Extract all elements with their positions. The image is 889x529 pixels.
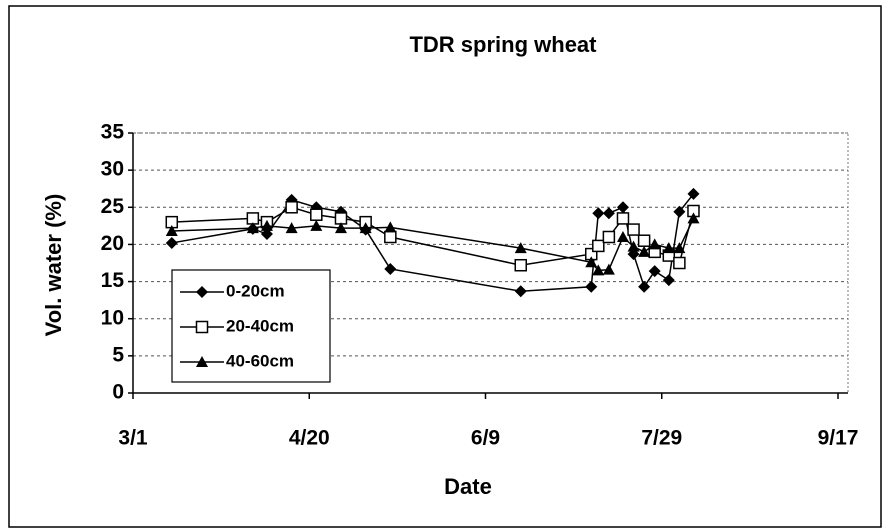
marker <box>616 201 629 214</box>
marker <box>585 280 598 293</box>
marker <box>334 222 347 234</box>
marker <box>602 207 615 220</box>
marker <box>662 242 675 254</box>
marker <box>602 263 615 275</box>
marker <box>592 207 605 220</box>
marker <box>384 262 397 275</box>
marker <box>638 245 651 257</box>
marker <box>673 242 686 254</box>
marker <box>514 242 527 254</box>
marker <box>195 320 209 334</box>
marker <box>285 201 298 214</box>
marker <box>196 356 208 367</box>
marker <box>246 222 259 234</box>
y-tick-label: 0 <box>112 381 124 404</box>
x-tick-label: 3/1 <box>118 427 148 450</box>
marker <box>648 265 661 278</box>
marker <box>616 231 629 242</box>
marker <box>616 212 630 225</box>
marker <box>514 258 527 272</box>
marker <box>673 205 686 218</box>
chart-frame <box>8 5 882 528</box>
marker <box>638 280 651 293</box>
y-tick-label: 15 <box>101 269 125 292</box>
marker <box>310 219 323 231</box>
x-tick-label: 7/29 <box>641 427 682 450</box>
marker <box>602 230 616 244</box>
y-tick-label: 35 <box>101 121 125 144</box>
y-tick-label: 30 <box>101 158 124 181</box>
y-tick-label: 10 <box>101 306 124 329</box>
x-axis-label: Date <box>444 474 492 499</box>
legend-label: 40-60cm <box>226 351 294 370</box>
marker <box>687 187 700 200</box>
y-tick-label: 20 <box>101 232 124 255</box>
marker <box>196 286 208 298</box>
marker <box>662 274 675 287</box>
marker <box>165 236 178 249</box>
marker <box>260 228 273 241</box>
marker <box>384 221 397 233</box>
marker <box>637 234 651 247</box>
marker <box>359 222 372 234</box>
legend-label: 0-20cm <box>226 281 285 300</box>
marker <box>310 208 323 221</box>
marker <box>260 219 273 231</box>
x-tick-label: 9/17 <box>818 427 859 450</box>
y-tick-label: 25 <box>101 195 125 218</box>
x-tick-label: 4/20 <box>289 427 330 450</box>
marker <box>627 223 640 236</box>
marker <box>627 240 640 252</box>
marker <box>384 230 397 244</box>
marker <box>165 225 178 237</box>
marker <box>592 239 605 253</box>
marker <box>673 256 686 270</box>
marker <box>592 264 605 276</box>
marker <box>285 222 298 234</box>
chart-title: TDR spring wheat <box>409 32 597 57</box>
y-axis-label: Vol. water (%) <box>41 194 66 337</box>
legend-label: 20-40cm <box>226 316 294 335</box>
marker <box>514 285 527 298</box>
marker <box>585 256 598 268</box>
marker <box>648 238 661 250</box>
marker <box>687 212 700 224</box>
x-tick-label: 6/9 <box>471 427 500 450</box>
y-tick-label: 5 <box>112 343 124 366</box>
